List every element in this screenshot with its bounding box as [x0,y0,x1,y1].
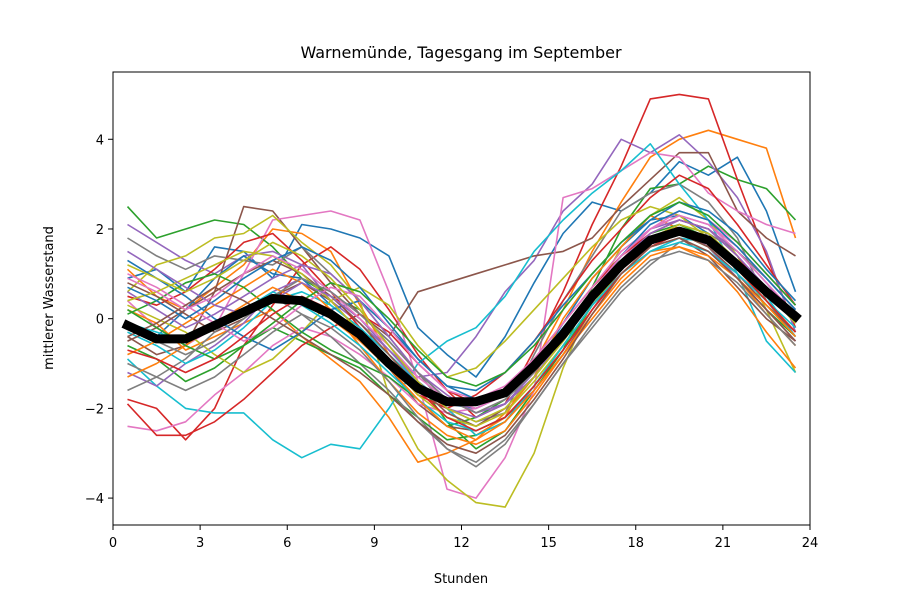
x-tick-label: 6 [283,536,291,551]
series-line-36 [127,237,797,454]
series-line-9 [126,196,797,508]
series-layer [126,93,797,508]
x-tick-label: 15 [540,536,557,551]
series-line-3 [126,165,797,450]
x-tick-label: 3 [196,536,204,551]
series-line-33 [127,201,797,387]
x-axis: 0 3 6 9 12 15 18 21 24 [109,525,818,551]
x-axis-label: Stunden [434,572,488,587]
x-tick-label: 0 [109,536,117,551]
x-tick-label: 24 [802,536,819,551]
y-tick-label: −2 [85,402,104,417]
mean-line [121,226,802,407]
series-line-28 [127,250,797,463]
mean-layer [121,226,802,407]
chart-title: Warnemünde, Tagesgang im September [300,43,622,62]
series-line-13 [127,232,797,441]
y-tick-label: 4 [96,133,104,148]
y-axis-label: mittlerer Wasserstand [42,226,57,370]
series-line-32 [127,246,797,441]
series-line-39 [127,223,797,423]
x-tick-label: 21 [715,536,732,551]
y-axis: −4 −2 0 2 4 [85,133,113,507]
series-line-10 [126,143,797,459]
y-tick-label: 2 [96,223,104,238]
series-line-1 [127,156,797,378]
x-tick-label: 18 [627,536,644,551]
series-line-6 [127,151,796,356]
y-tick-label: −4 [85,492,104,507]
x-tick-label: 12 [453,536,470,551]
x-tick-label: 9 [370,536,378,551]
y-tick-label: 0 [96,313,104,328]
series-line-19 [127,205,797,378]
series-line-31 [127,210,797,401]
